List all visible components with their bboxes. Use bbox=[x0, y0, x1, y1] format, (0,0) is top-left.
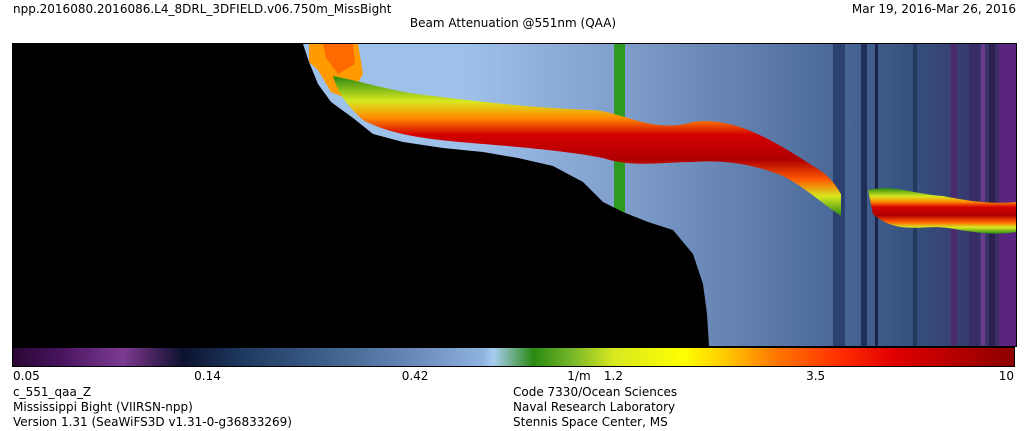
section-plot-svg bbox=[13, 44, 1016, 346]
section-plot bbox=[12, 43, 1017, 347]
colorbar-tick-label: 1/m bbox=[567, 369, 591, 383]
colorbar bbox=[12, 347, 1015, 367]
chart-title: Beam Attenuation @551nm (QAA) bbox=[409, 16, 617, 30]
footer-left: c_551_qaa_Z Mississippi Bight (VIIRSN-np… bbox=[13, 385, 292, 430]
file-name: npp.2016080.2016086.L4_8DRL_3DFIELD.v06.… bbox=[13, 2, 392, 16]
no-data-mask bbox=[13, 44, 709, 346]
stripe bbox=[989, 44, 995, 346]
stripe bbox=[861, 44, 867, 346]
footer-variable: c_551_qaa_Z bbox=[13, 385, 92, 399]
colorbar-tick-label: 0.42 bbox=[401, 369, 429, 383]
colorbar-tick-label: 10 bbox=[998, 369, 1014, 383]
subsurface-maximum-layer-offshore bbox=[868, 188, 1016, 234]
colorbar-tick-label: 0.14 bbox=[194, 369, 221, 383]
stripe bbox=[981, 44, 985, 346]
footer-right: Code 7330/Ocean Sciences Naval Research … bbox=[513, 385, 677, 430]
stripe bbox=[969, 44, 979, 346]
colorbar-tick-label: 3.5 bbox=[806, 369, 826, 383]
stripe bbox=[951, 44, 957, 346]
date-range: Mar 19, 2016-Mar 26, 2016 bbox=[851, 2, 1016, 16]
footer-location: Stennis Space Center, MS bbox=[513, 415, 668, 429]
footer-code: Code 7330/Ocean Sciences bbox=[513, 385, 678, 399]
colorbar-tick-label: 0.05 bbox=[13, 369, 40, 383]
footer-region: Mississippi Bight (VIIRSN-npp) bbox=[13, 400, 193, 414]
colorbar-tick-label: 1.2 bbox=[603, 369, 623, 383]
subsurface-maximum-layer bbox=[333, 76, 841, 216]
stripe bbox=[999, 44, 1016, 346]
footer-version: Version 1.31 (SeaWiFS3D v1.31-0-g3683326… bbox=[13, 415, 292, 429]
footer-lab: Naval Research Laboratory bbox=[513, 400, 676, 414]
surface-plume-core bbox=[323, 44, 355, 74]
